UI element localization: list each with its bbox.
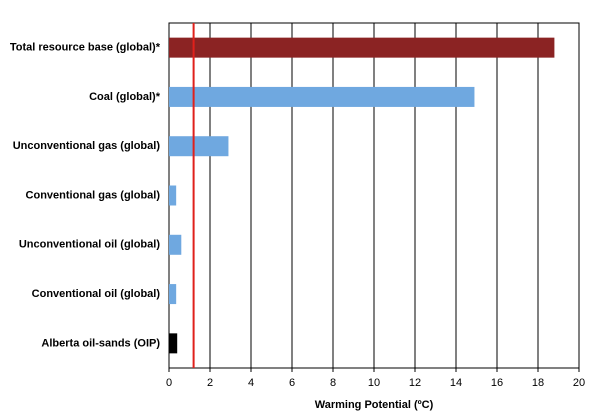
x-tick-label: 4 <box>248 377 254 389</box>
x-tick-label: 14 <box>450 377 462 389</box>
x-tick-label: 8 <box>330 377 336 389</box>
x-tick-label: 6 <box>289 377 295 389</box>
x-tick-label: 2 <box>207 377 213 389</box>
x-tick-label: 0 <box>166 377 172 389</box>
x-axis-label: Warming Potential (ºC) <box>315 399 434 411</box>
bar <box>169 37 555 58</box>
x-tick-label: 12 <box>409 377 421 389</box>
y-tick-label: Alberta oil-sands (OIP) <box>41 337 160 349</box>
bar <box>169 284 177 305</box>
y-tick-label: Unconventional gas (global) <box>13 140 161 152</box>
y-tick-label: Conventional oil (global) <box>32 288 161 300</box>
x-tick-label: 20 <box>573 377 585 389</box>
bar <box>169 185 177 206</box>
bar <box>169 333 178 354</box>
bar <box>169 86 475 107</box>
y-tick-label: Unconventional oil (global) <box>19 239 161 251</box>
bar <box>169 136 229 157</box>
y-tick-label: Total resource base (global)* <box>10 42 161 54</box>
y-tick-label: Conventional gas (global) <box>26 189 161 201</box>
x-tick-label: 10 <box>368 377 380 389</box>
bar <box>169 234 182 255</box>
x-tick-label: 18 <box>532 377 544 389</box>
y-tick-label: Coal (global)* <box>89 91 161 103</box>
x-tick-label: 16 <box>491 377 503 389</box>
